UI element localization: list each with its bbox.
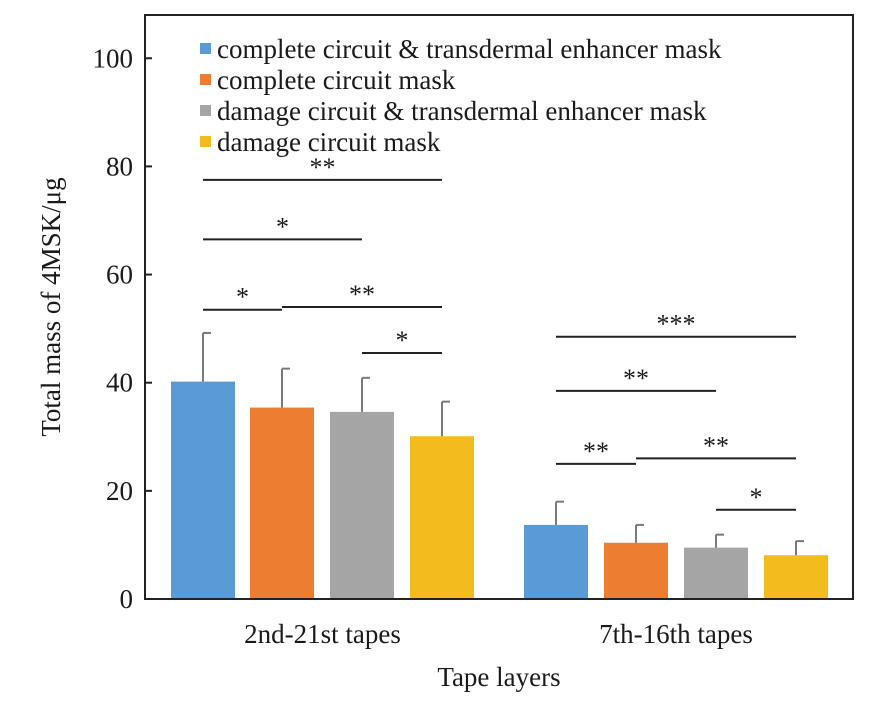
y-tick-label: 80 xyxy=(106,151,133,181)
y-axis-title: Total mass of 4MSK/μg xyxy=(36,177,66,436)
legend-label: complete circuit & transdermal enhancer … xyxy=(217,34,722,64)
bar xyxy=(330,411,394,599)
x-axis-title: Tape layers xyxy=(437,662,560,692)
bar xyxy=(250,407,314,599)
significance-label: ** xyxy=(349,280,375,309)
significance-label: ** xyxy=(583,437,609,466)
legend: complete circuit & transdermal enhancer … xyxy=(200,34,722,157)
y-axis: 0 20 40 60 80 100 xyxy=(93,43,152,614)
bar xyxy=(524,524,588,599)
y-tick-label: 60 xyxy=(106,260,133,290)
y-tick-label: 40 xyxy=(106,368,133,398)
y-tick-label: 20 xyxy=(106,476,133,506)
y-tick-label: 0 xyxy=(120,584,134,614)
significance-label: *** xyxy=(657,310,696,339)
x-axis: 2nd-21st tapes 7th-16th tapes xyxy=(244,619,753,649)
y-tick-label: 100 xyxy=(93,43,134,73)
significance-label: ** xyxy=(310,153,336,182)
bar xyxy=(171,381,235,599)
legend-label: damage circuit mask xyxy=(217,127,441,157)
legend-label: damage circuit & transdermal enhancer ma… xyxy=(217,96,707,126)
plot-frame xyxy=(144,14,854,600)
legend-swatch xyxy=(200,136,211,147)
x-category-label: 2nd-21st tapes xyxy=(244,619,401,649)
x-category-label: 7th-16th tapes xyxy=(599,619,753,649)
significance-label: ** xyxy=(703,431,729,460)
legend-swatch xyxy=(200,105,211,116)
significance-label: * xyxy=(396,326,409,355)
error-bars-layer xyxy=(202,331,804,556)
significance-layer: **** ********** *** xyxy=(203,153,796,512)
bars-layer xyxy=(171,381,828,599)
significance-label: ** xyxy=(623,364,649,393)
bar xyxy=(764,555,828,599)
legend-swatch xyxy=(200,74,211,85)
legend-swatch xyxy=(200,43,211,54)
bar xyxy=(410,436,474,599)
significance-label: * xyxy=(276,212,289,241)
bar xyxy=(684,547,748,599)
legend-label: complete circuit mask xyxy=(217,65,456,95)
bar xyxy=(604,542,668,599)
significance-label: * xyxy=(750,483,763,512)
significance-label: * xyxy=(236,283,249,312)
